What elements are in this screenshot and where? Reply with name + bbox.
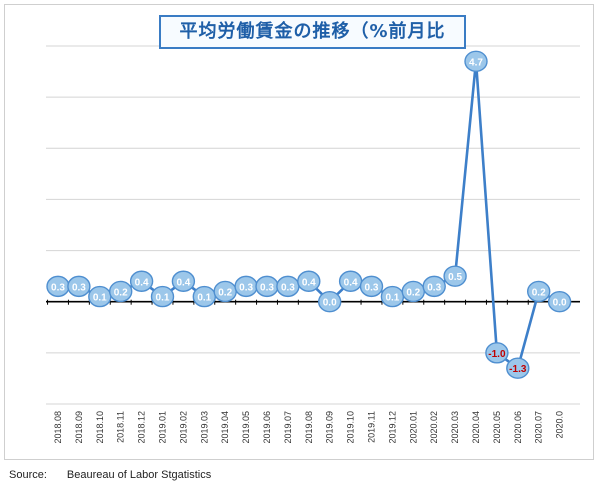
data-label: 0.3 <box>365 282 379 293</box>
x-tick-label: 2020.02 <box>429 411 439 444</box>
data-point <box>318 291 342 313</box>
data-point <box>359 275 384 298</box>
x-tick-label: 2019.07 <box>283 411 293 444</box>
data-label: -1.3 <box>509 364 527 375</box>
data-point <box>527 280 551 303</box>
x-tick-label: 2020.06 <box>513 411 523 444</box>
data-label: 0.1 <box>93 293 107 304</box>
x-tick-label: 2018.09 <box>74 411 84 444</box>
chart-title: 平均労働賃金の推移（%前月比 <box>159 15 466 49</box>
x-tick-label: 2018.12 <box>137 411 147 444</box>
data-label: 0.4 <box>302 277 316 288</box>
data-point <box>443 265 467 287</box>
data-label: 0.3 <box>239 282 253 293</box>
data-label: 0.3 <box>51 282 65 293</box>
x-tick-label: 2019.06 <box>262 411 272 444</box>
x-tick-label: 2018.11 <box>116 411 126 443</box>
data-point <box>464 50 488 73</box>
data-point <box>547 291 572 313</box>
data-label: 0.2 <box>406 287 420 298</box>
x-tick-label: 2019.11 <box>367 411 377 443</box>
source-line: Source: Beaureau of Labor Stgatistics <box>9 469 211 481</box>
chart-frame <box>4 4 594 460</box>
x-tick-label: 2020.07 <box>534 411 544 444</box>
data-label: 0.4 <box>176 277 190 288</box>
data-point <box>422 275 446 298</box>
data-label: 0.4 <box>135 277 149 288</box>
data-label: 0.3 <box>281 282 295 293</box>
source-label: Source: <box>9 469 47 481</box>
data-point <box>485 342 509 364</box>
x-tick-label: 2019.08 <box>304 411 314 444</box>
x-tick-label: 2020.01 <box>408 411 418 444</box>
data-label: 0.4 <box>344 277 358 288</box>
series-line <box>58 59 561 370</box>
x-tick-label: 2020.0 <box>555 411 565 439</box>
data-point <box>506 357 530 379</box>
data-label: 0.1 <box>197 293 211 304</box>
data-label: 0.1 <box>156 293 170 304</box>
x-tick-label: 2019.03 <box>199 411 209 444</box>
x-tick-label: 2018.08 <box>53 411 63 444</box>
x-tick-label: 2020.03 <box>450 411 460 444</box>
data-point <box>150 285 175 308</box>
data-label: 0.0 <box>323 298 337 309</box>
data-label: 0.3 <box>427 282 441 293</box>
x-tick-label: 2020.04 <box>471 411 481 444</box>
data-label: 0.2 <box>532 287 546 298</box>
data-label: 0.2 <box>114 287 128 298</box>
x-tick-label: 2019.10 <box>346 411 356 444</box>
x-tick-label: 2018.10 <box>95 411 105 444</box>
x-tick-label: 2019.04 <box>220 411 230 444</box>
data-point <box>171 270 196 292</box>
data-label: 0.5 <box>448 272 462 283</box>
data-point <box>297 270 321 292</box>
data-point <box>67 275 91 298</box>
data-label: 0.3 <box>72 282 86 293</box>
data-label: 0.1 <box>385 293 399 304</box>
source-text: Beaureau of Labor Stgatistics <box>66 469 212 481</box>
data-label: -1.0 <box>488 349 506 360</box>
x-tick-label: 2019.12 <box>387 411 397 444</box>
x-tick-label: 2019.02 <box>178 411 188 444</box>
x-tick-label: 2019.09 <box>325 411 335 444</box>
data-point <box>129 270 154 292</box>
x-tick-label: 2019.01 <box>158 411 168 444</box>
data-label: 0.3 <box>260 282 274 293</box>
data-label: 4.7 <box>469 57 483 68</box>
data-label: 0.2 <box>218 287 232 298</box>
data-label: 0.0 <box>553 298 567 309</box>
x-tick-label: 2019.05 <box>241 411 251 444</box>
data-point <box>108 280 133 303</box>
x-tick-label: 2020.05 <box>492 411 502 444</box>
